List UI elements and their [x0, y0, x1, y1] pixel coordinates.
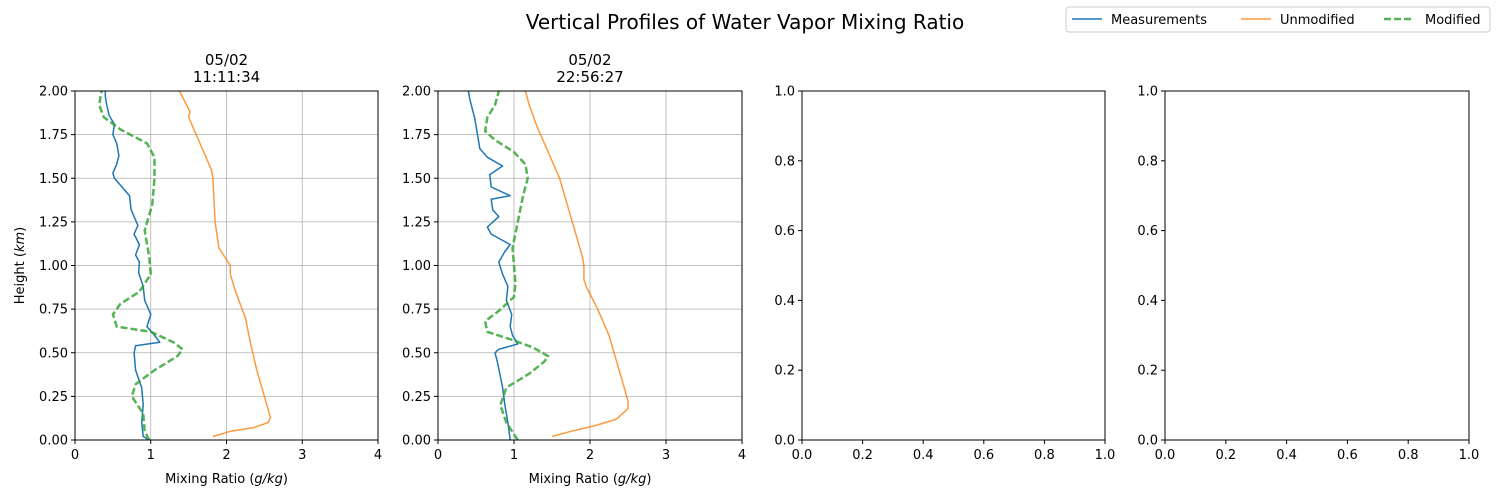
figure-suptitle: Vertical Profiles of Water Vapor Mixing …	[526, 10, 964, 34]
y-tick-label: 0.75	[402, 303, 431, 318]
x-tick-label: 0.4	[1276, 448, 1297, 463]
legend-label-modified: Modified	[1425, 13, 1480, 28]
y-tick-label: 0.00	[39, 434, 68, 449]
x-axis-label: Mixing Ratio (g/kg)	[529, 472, 652, 487]
y-tick-label: 1.75	[39, 128, 68, 143]
x-tick-label: 1	[510, 448, 518, 463]
y-tick-label: 0.6	[1137, 224, 1158, 239]
y-tick-label: 1.50	[39, 172, 68, 187]
x-tick-label: 3	[662, 448, 670, 463]
series-line-unmodified	[524, 91, 629, 438]
x-tick-label: 0	[71, 448, 79, 463]
x-tick-label: 1.0	[1459, 448, 1480, 463]
series-line-measurements	[104, 91, 161, 440]
y-tick-label: 0.25	[402, 390, 431, 405]
axes-title-time: 22:56:27	[556, 68, 623, 86]
y-tick-label: 0.4	[1137, 294, 1158, 309]
x-tick-label: 0.4	[913, 448, 934, 463]
x-tick-label: 2	[586, 448, 594, 463]
axes-frame	[801, 90, 1106, 441]
axes-title-date: 05/02	[568, 51, 611, 69]
axes-title-date: 05/02	[205, 51, 248, 69]
legend-label-measurements: Measurements	[1111, 13, 1207, 28]
axes-panel-2: 0 1 2 3 4 0.00 0.25 0.50 0.75 1.00 1.25 1.50 1.75 2.0…	[402, 51, 746, 487]
x-tick-label: 3	[298, 448, 306, 463]
y-tick-label: 0.0	[1137, 434, 1158, 449]
y-tick-label: 0.00	[402, 434, 431, 449]
plot-area	[1165, 91, 1469, 440]
series-line-unmodified	[178, 91, 272, 438]
x-tick-label: 0	[434, 448, 442, 463]
x-tick-label: 0.0	[792, 448, 813, 463]
series-line-modified	[483, 91, 550, 440]
axes-frame	[1164, 90, 1470, 441]
y-tick-label: 0.4	[774, 294, 795, 309]
x-axis-label: Mixing Ratio (g/kg)	[165, 472, 288, 487]
x-tick-label: 4	[374, 448, 382, 463]
y-tick-label: 0.50	[39, 346, 68, 361]
axes-layer: 0 1 2 3 40.000.250.500.751.001.251.501.752.0…	[13, 51, 1479, 487]
y-tick-label: 0.75	[39, 303, 68, 318]
y-tick-label: 0.8	[774, 154, 795, 169]
y-axis-label: Height (km)	[13, 227, 28, 304]
plot-area	[802, 91, 1105, 440]
x-tick-label: 0.0	[1155, 448, 1176, 463]
x-tick-label: 2	[222, 448, 230, 463]
series-line-measurements	[467, 91, 519, 440]
y-tick-label: 0.25	[39, 390, 68, 405]
y-tick-label: 1.00	[39, 259, 68, 274]
y-tick-label: 0.8	[1137, 154, 1158, 169]
x-tick-label: 0.6	[1337, 448, 1358, 463]
legend-label-unmodified: Unmodified	[1280, 13, 1355, 28]
axes-panel-4: 0.0 0.2 0.4 0.6 0.8 1.0 0.0 0.2 0.4 0.6 0.8 1.0	[1137, 85, 1479, 464]
y-tick-label: 2.00	[402, 85, 431, 100]
y-tick-label: 1.75	[402, 128, 431, 143]
series-line-modified	[97, 91, 184, 440]
y-tick-label: 0.50	[402, 346, 431, 361]
y-tick-label: 1.25	[39, 215, 68, 230]
legend: Measurements Unmodified Modified	[1065, 6, 1491, 33]
x-tick-label: 0.2	[1215, 448, 1236, 463]
legend-frame	[1065, 6, 1491, 33]
y-tick-label: 0.2	[1137, 364, 1158, 379]
y-tick-label: 0.6	[774, 224, 795, 239]
x-tick-label: 0.8	[1034, 448, 1055, 463]
axes-panel-1: 0 1 2 3 4 0.00 0.25 0.50 0.75 1.00 1.25 1.50 1.75 2.0…	[13, 51, 382, 487]
x-tick-label: 0.2	[852, 448, 873, 463]
y-tick-label: 2.00	[39, 85, 68, 100]
y-tick-label: 1.50	[402, 172, 431, 187]
y-tick-label: 1.25	[402, 215, 431, 230]
y-tick-label: 0.0	[774, 434, 795, 449]
axes-title-time: 11:11:34	[193, 68, 260, 86]
x-tick-label: 0.6	[973, 448, 994, 463]
axes-panel-3: 0.0 0.2 0.4 0.6 0.8 1.0 0.0 0.2 0.4 0.6 0.8 1.0	[774, 85, 1115, 464]
y-tick-label: 0.2	[774, 364, 795, 379]
x-tick-label: 4	[738, 448, 746, 463]
y-tick-label: 1.0	[774, 85, 795, 100]
y-tick-label: 1.00	[402, 259, 431, 274]
x-tick-label: 1.0	[1095, 448, 1116, 463]
x-tick-label: 0.8	[1398, 448, 1419, 463]
y-tick-label: 1.0	[1137, 85, 1158, 100]
x-tick-label: 1	[147, 448, 155, 463]
